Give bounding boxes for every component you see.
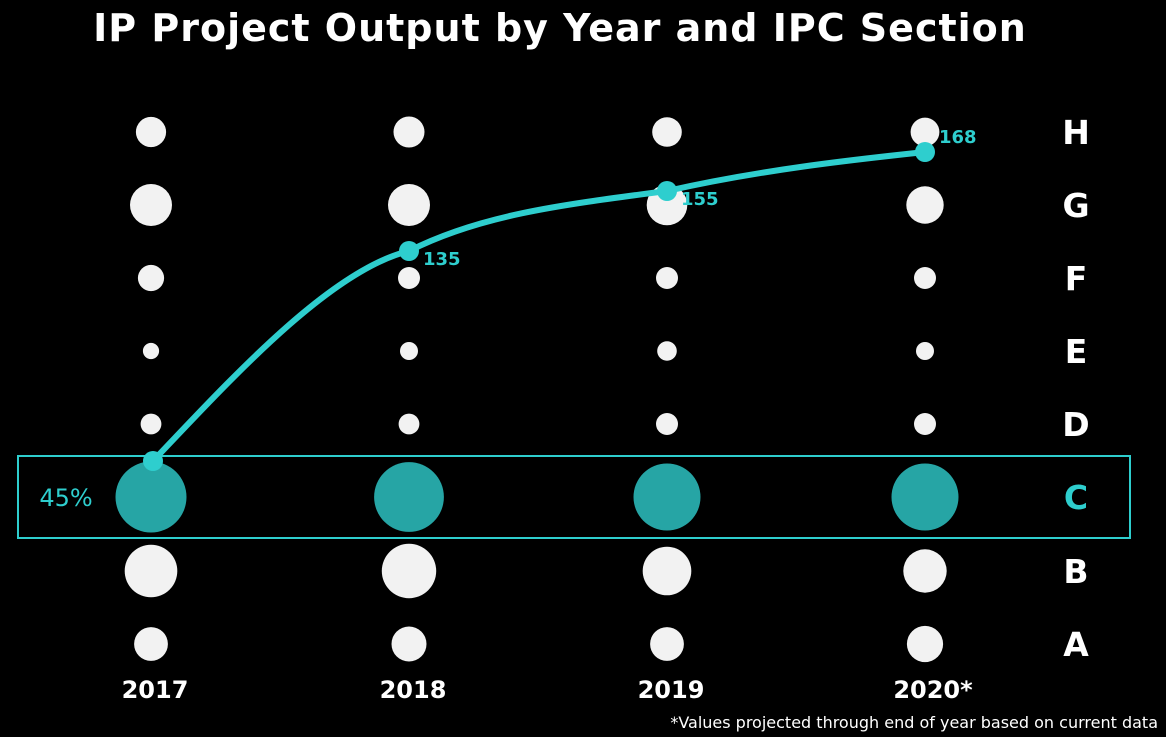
y-tick-label-E: E xyxy=(1065,332,1088,371)
bubble-A-2017 xyxy=(134,627,168,661)
bubble-B-2019 xyxy=(642,546,692,596)
bubble-C-2018 xyxy=(374,462,444,532)
trend-value-label-2018: 135 xyxy=(423,249,461,270)
y-tick-label-C: C xyxy=(1064,478,1088,517)
x-tick-label-2020: 2020* xyxy=(893,676,973,704)
bubble-D-2019 xyxy=(656,413,678,435)
trend-point-2017 xyxy=(143,451,163,471)
x-tick-label-2018: 2018 xyxy=(380,676,447,704)
bubble-C-2019 xyxy=(633,463,701,531)
trend-point-2018 xyxy=(399,241,419,261)
bubble-A-2018 xyxy=(391,626,427,662)
bubble-H-2017 xyxy=(135,116,167,148)
y-tick-label-A: A xyxy=(1063,625,1089,664)
bubble-B-2017 xyxy=(124,544,178,598)
footnote: *Values projected through end of year ba… xyxy=(670,713,1158,732)
x-tick-label-2017: 2017 xyxy=(122,676,189,704)
y-tick-label-F: F xyxy=(1065,259,1088,298)
bubble-H-2019 xyxy=(652,117,682,147)
bubble-E-2020 xyxy=(916,342,934,360)
bubble-B-2018 xyxy=(381,543,437,599)
bubble-G-2018 xyxy=(388,184,430,226)
bubble-F-2017 xyxy=(137,264,165,292)
trend-line xyxy=(150,149,928,464)
bubble-C-2017 xyxy=(115,461,187,533)
trend-point-2020 xyxy=(915,142,935,162)
y-tick-label-B: B xyxy=(1063,552,1088,591)
y-tick-label-H: H xyxy=(1062,113,1090,152)
trend-value-label-2019: 155 xyxy=(681,189,719,210)
x-tick-label-2019: 2019 xyxy=(638,676,705,704)
bubble-H-2018 xyxy=(393,116,425,148)
bubble-G-2020 xyxy=(906,186,944,224)
bubble-E-2018 xyxy=(400,342,418,360)
bubble-D-2017 xyxy=(140,413,162,435)
bubble-A-2019 xyxy=(650,627,684,661)
bubble-E-2017 xyxy=(142,342,160,360)
highlight-percent-label: 45% xyxy=(39,484,92,512)
chart-title: IP Project Output by Year and IPC Sectio… xyxy=(93,6,1027,50)
bubble-E-2019 xyxy=(657,341,677,361)
bubble-D-2020 xyxy=(914,413,936,435)
bubble-H-2020 xyxy=(910,117,940,147)
bubble-F-2020 xyxy=(914,267,936,289)
highlight-box xyxy=(17,455,1131,539)
trend-value-label-2020: 168 xyxy=(939,127,977,148)
y-tick-label-D: D xyxy=(1062,405,1089,444)
bubble-C-2020 xyxy=(891,463,959,531)
y-tick-label-G: G xyxy=(1062,186,1089,225)
bubble-F-2018 xyxy=(398,267,420,289)
bubble-B-2020 xyxy=(903,549,947,593)
trend-point-2019 xyxy=(657,181,677,201)
bubble-G-2017 xyxy=(130,184,172,226)
bubble-F-2019 xyxy=(656,267,678,289)
bubble-A-2020 xyxy=(906,625,944,663)
bubble-D-2018 xyxy=(398,413,420,435)
